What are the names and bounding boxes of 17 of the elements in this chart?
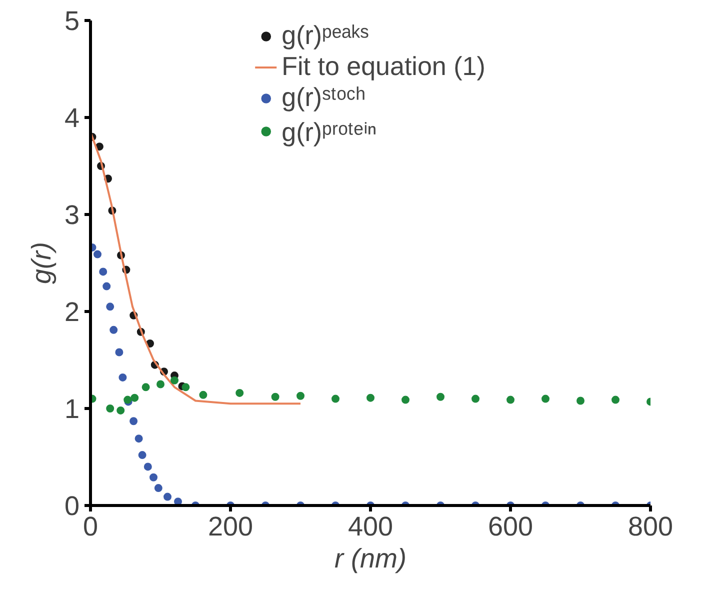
legend-label: g(r)ᵖᵉᵃᵏˢ: [282, 20, 369, 51]
x-tick-label: 0: [82, 512, 98, 542]
legend-label: Fit to equation (1): [282, 51, 486, 82]
x-tick-label: 400: [348, 512, 394, 542]
y-tick-label: 3: [64, 200, 80, 230]
y-tick-label: 0: [64, 491, 80, 521]
y-tick-label: 5: [64, 6, 80, 36]
x-tick-label: 800: [628, 512, 674, 542]
x-tick-label: 200: [208, 512, 254, 542]
y-axis-title: g(r): [26, 242, 56, 284]
y-tick-label: 2: [64, 297, 80, 327]
legend-label: g(r)ᵖʳᵒᵗᵉⁱⁿ: [282, 116, 377, 149]
y-tick-label: 4: [64, 103, 80, 133]
x-tick-label: 600: [488, 512, 534, 542]
x-axis-title: r (nm): [334, 544, 406, 574]
y-tick-label: 1: [64, 394, 80, 424]
legend-label: g(r)ˢᵗᵒᶜʰ: [282, 82, 366, 113]
